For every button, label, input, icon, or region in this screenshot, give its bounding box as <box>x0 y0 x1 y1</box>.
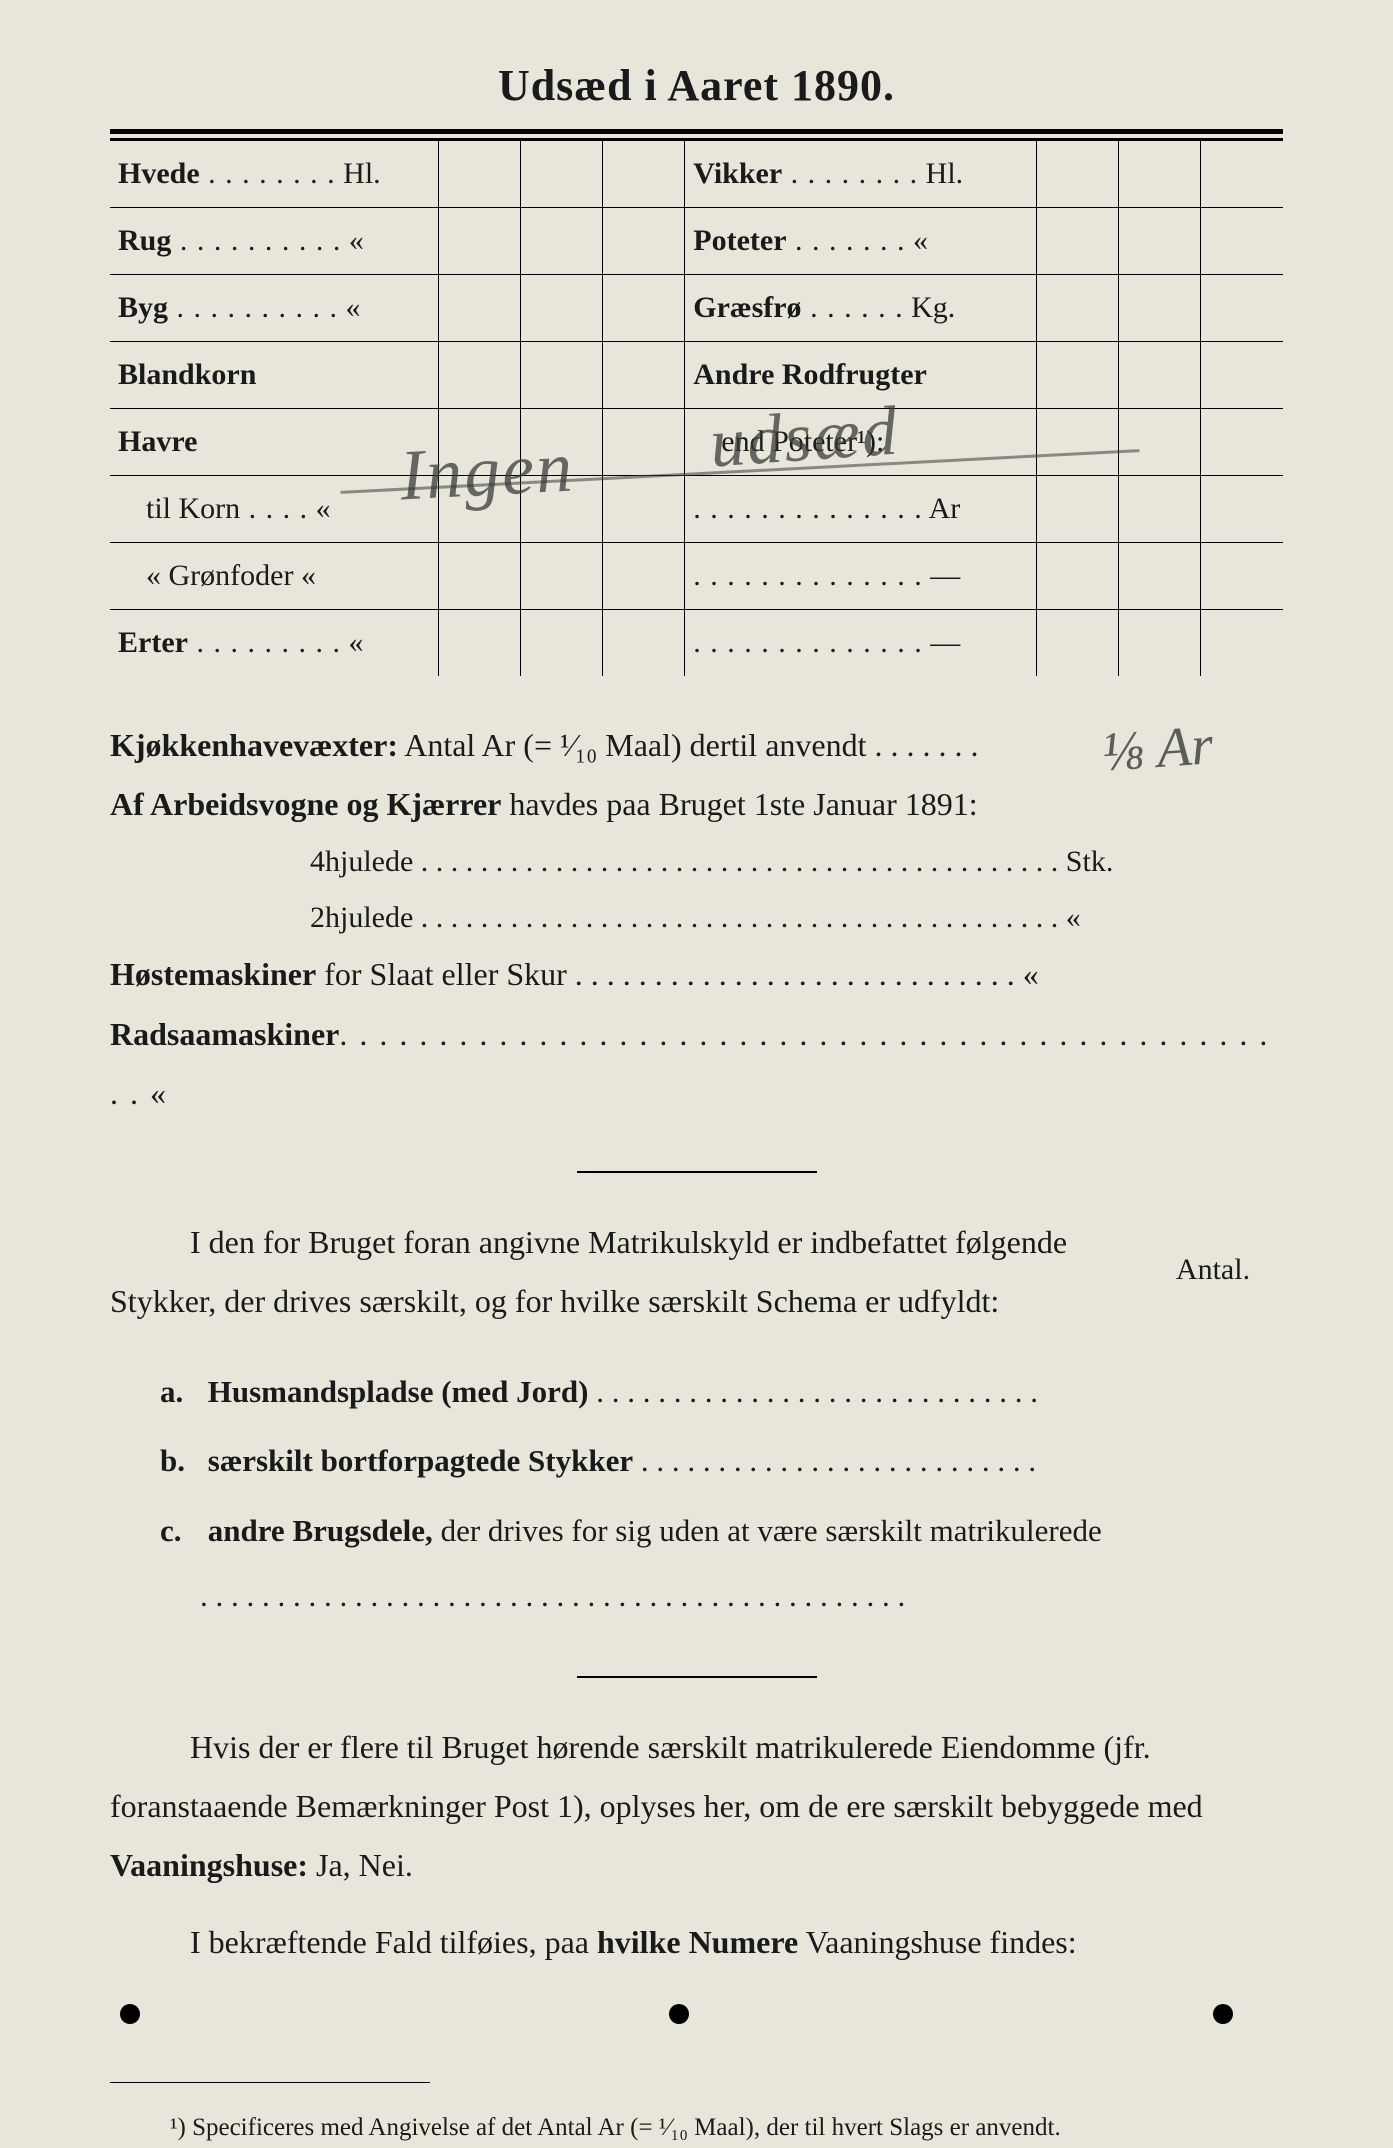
kjokken-line: Kjøkkenhavevæxter: Antal Ar (= ¹⁄₁₀ Maal… <box>110 716 1283 775</box>
vogne-label: Af Arbeidsvogne og Kjærrer <box>110 786 501 822</box>
grid-cell <box>1201 543 1283 610</box>
grid-label-right: Græsfrø . . . . . . Kg. <box>685 275 1037 342</box>
hjul4-line: 4hjulede . . . . . . . . . . . . . . . .… <box>110 834 1283 890</box>
grid-cell <box>521 342 603 409</box>
grid-label-right: . . . . . . . . . . . . . . — <box>685 610 1037 677</box>
list-item-a: a. Husmandspladse (med Jord) . . . . . .… <box>160 1359 1283 1424</box>
numere-paragraph: I bekræftende Fald tilføies, paa hvilke … <box>110 1913 1283 1972</box>
grid-cell <box>603 275 685 342</box>
grid-cell <box>603 208 685 275</box>
grid-label-right: Poteter . . . . . . . « <box>685 208 1037 275</box>
grid-cell <box>1201 342 1283 409</box>
stykker-list: a. Husmandspladse (med Jord) . . . . . .… <box>110 1359 1283 1627</box>
grid-label-left: « Grønfoder « <box>110 543 438 610</box>
grid-label-left: Hvede . . . . . . . . Hl. <box>110 141 438 208</box>
grid-cell <box>521 141 603 208</box>
grid-cell <box>521 208 603 275</box>
grid-cell <box>1119 342 1201 409</box>
grid-cell <box>438 409 520 476</box>
hoste-label: Høstemaskiner <box>110 956 316 992</box>
grid-cell <box>1201 208 1283 275</box>
kjokken-label: Kjøkkenhavevæxter: <box>110 727 398 763</box>
grid-label-left: Havre <box>110 409 438 476</box>
matrikul-paragraph: I den for Bruget foran angivne Matrikuls… <box>110 1213 1143 1331</box>
grid-label-right: . . . . . . . . . . . . . . Ar <box>685 476 1037 543</box>
grid-cell <box>1119 275 1201 342</box>
grid-cell <box>1037 342 1119 409</box>
grid-cell <box>438 141 520 208</box>
divider-2 <box>577 1676 817 1678</box>
grid-cell <box>521 409 603 476</box>
hoste-line: Høstemaskiner for Slaat eller Skur . . .… <box>110 945 1283 1004</box>
grid-cell <box>438 610 520 677</box>
title-rule <box>110 129 1283 140</box>
grid-label-right: Vikker . . . . . . . . Hl. <box>685 141 1037 208</box>
grid-cell <box>603 141 685 208</box>
grid-label-left: Rug . . . . . . . . . . « <box>110 208 438 275</box>
grid-cell <box>438 208 520 275</box>
page-title: Udsæd i Aaret 1890. <box>110 60 1283 111</box>
grid-cell <box>521 610 603 677</box>
grid-cell <box>1119 141 1201 208</box>
list-item-b: b. særskilt bortforpagtede Stykker . . .… <box>160 1428 1283 1493</box>
grid-cell <box>603 409 685 476</box>
footnote: ¹) Specificeres med Angivelse af det Ant… <box>110 2108 1283 2148</box>
grid-label-left: Blandkorn <box>110 342 438 409</box>
grid-cell <box>1119 476 1201 543</box>
grid-cell <box>603 342 685 409</box>
grid-cell <box>1119 409 1201 476</box>
grid-cell <box>438 275 520 342</box>
grid-label-left: Erter . . . . . . . . . « <box>110 610 438 677</box>
divider-1 <box>577 1171 817 1173</box>
grid-cell <box>521 476 603 543</box>
grid-label-left: til Korn . . . . « <box>110 476 438 543</box>
grid-cell <box>603 610 685 677</box>
grid-cell <box>1119 610 1201 677</box>
grid-label-left: Byg . . . . . . . . . . « <box>110 275 438 342</box>
grid-cell <box>438 342 520 409</box>
antal-header: Antal. <box>1143 1213 1283 1349</box>
grid-cell <box>1201 409 1283 476</box>
grid-cell <box>1201 275 1283 342</box>
grid-cell <box>1037 208 1119 275</box>
grid-label-right: . . . . . . . . . . . . . . — <box>685 543 1037 610</box>
radsaa-label: Radsaamaskiner <box>110 1016 339 1052</box>
grid-cell <box>1037 543 1119 610</box>
grid-cell <box>1037 610 1119 677</box>
grid-label-right: Andre Rodfrugter <box>685 342 1037 409</box>
grid-cell <box>1037 275 1119 342</box>
grid-cell <box>1201 476 1283 543</box>
grid-cell <box>1037 141 1119 208</box>
grid-cell <box>603 543 685 610</box>
grid-cell <box>1119 208 1201 275</box>
grid-cell <box>1119 543 1201 610</box>
hjul2-line: 2hjulede . . . . . . . . . . . . . . . .… <box>110 890 1283 946</box>
grid-cell <box>603 476 685 543</box>
grid-cell <box>521 543 603 610</box>
grid-cell <box>1037 476 1119 543</box>
footnote-rule <box>110 2082 430 2083</box>
radsaa-line: Radsaamaskiner. . . . . . . . . . . . . … <box>110 1005 1283 1123</box>
punch-hole <box>1213 2004 1233 2024</box>
punch-hole <box>669 2004 689 2024</box>
grid-cell <box>438 543 520 610</box>
sowing-table: Hvede . . . . . . . . Hl. Vikker . . . . … <box>110 140 1283 676</box>
grid-cell <box>521 275 603 342</box>
grid-cell <box>1201 610 1283 677</box>
punch-hole <box>120 2004 140 2024</box>
vogne-line: Af Arbeidsvogne og Kjærrer havdes paa Br… <box>110 775 1283 834</box>
list-item-c: c. andre Brugsdele, der drives for sig u… <box>160 1498 1283 1628</box>
grid-cell <box>1037 409 1119 476</box>
vaaningshuse-paragraph: Hvis der er flere til Bruget hørende sær… <box>110 1718 1283 1896</box>
grid-cell <box>1201 141 1283 208</box>
